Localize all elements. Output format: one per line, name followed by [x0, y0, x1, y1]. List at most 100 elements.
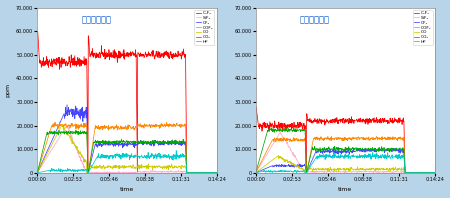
CO	[388, 168, 394, 170]
C₂F₆	[299, 122, 305, 125]
CO₂	[35, 171, 40, 174]
HF	[116, 155, 121, 157]
HF	[334, 155, 340, 158]
Y-axis label: ppm: ppm	[5, 83, 10, 97]
CO	[116, 167, 122, 170]
CO	[373, 169, 378, 172]
SiF₄	[253, 171, 258, 174]
SiF₄	[432, 171, 438, 174]
Line: SiF₄: SiF₄	[256, 132, 435, 173]
HF	[285, 170, 290, 172]
COF₂	[325, 135, 331, 138]
C₂F₆	[334, 121, 340, 123]
HF	[140, 156, 146, 158]
CF₄	[116, 142, 122, 144]
C₂F₆	[81, 60, 86, 62]
Line: COF₂: COF₂	[37, 122, 216, 173]
COF₂	[388, 138, 394, 140]
COF₂	[116, 127, 122, 129]
CF₄	[432, 171, 438, 174]
Line: CO: CO	[256, 156, 435, 173]
Line: C₂F₆: C₂F₆	[37, 31, 216, 173]
CF₄	[35, 171, 40, 174]
CO₂	[67, 132, 72, 134]
C₂F₆	[141, 54, 146, 57]
Text: 《最適化後》: 《最適化後》	[300, 16, 330, 25]
COF₂	[214, 171, 219, 174]
HF	[170, 156, 175, 158]
HF	[253, 171, 258, 174]
COF₂	[67, 124, 72, 127]
SiF₄	[67, 131, 72, 133]
COF₂	[285, 139, 290, 142]
COF₂	[81, 126, 86, 129]
CF₄	[170, 142, 176, 144]
CO₂	[285, 131, 290, 133]
Line: CO: CO	[37, 124, 216, 173]
C₂F₆	[253, 106, 258, 108]
C₂F₆	[304, 171, 309, 174]
C₂F₆	[214, 171, 219, 174]
CO₂	[155, 140, 160, 142]
SiF₄	[35, 171, 40, 174]
SiF₄	[334, 171, 340, 173]
SiF₄	[170, 171, 176, 173]
C₂F₆	[432, 171, 438, 174]
HF	[214, 171, 219, 174]
COF₂	[359, 137, 364, 139]
X-axis label: time: time	[338, 188, 352, 192]
Line: SiF₄: SiF₄	[37, 126, 216, 173]
CF₄	[81, 116, 86, 119]
COF₂	[141, 125, 146, 127]
HF	[388, 156, 394, 158]
Line: CF₄: CF₄	[37, 105, 216, 173]
CF₄	[141, 143, 146, 146]
SiF₄	[64, 124, 69, 127]
C₂F₆	[155, 53, 160, 55]
CO₂	[253, 171, 258, 174]
CO	[253, 171, 258, 174]
COF₂	[155, 124, 160, 126]
HF	[174, 149, 179, 152]
Line: CO₂: CO₂	[256, 128, 435, 173]
Line: HF: HF	[256, 152, 435, 173]
Line: CF₄: CF₄	[256, 148, 435, 173]
HF	[67, 168, 72, 170]
Legend: C₂F₆, SiF₄, CF₄, COF₂, CO, CO₂, HF: C₂F₆, SiF₄, CF₄, COF₂, CO, CO₂, HF	[194, 10, 215, 45]
CF₄	[214, 171, 219, 174]
CO	[141, 165, 146, 168]
CO₂	[334, 149, 340, 151]
C₂F₆	[67, 55, 72, 58]
CO	[334, 168, 340, 170]
C₂F₆	[285, 124, 290, 126]
CO	[35, 171, 40, 174]
COF₂	[170, 125, 176, 127]
SiF₄	[278, 130, 284, 133]
CO₂	[359, 149, 364, 151]
CO	[359, 168, 364, 170]
C₂F₆	[35, 30, 40, 32]
COF₂	[373, 138, 378, 140]
C₂F₆	[170, 57, 176, 60]
C₂F₆	[86, 171, 91, 174]
SiF₄	[81, 166, 86, 169]
Line: C₂F₆: C₂F₆	[256, 107, 435, 173]
CO	[81, 157, 86, 160]
CO₂	[432, 171, 438, 174]
COF₂	[253, 171, 258, 174]
CF₄	[67, 110, 72, 113]
CO₂	[388, 147, 394, 149]
COF₂	[35, 171, 40, 174]
HF	[81, 169, 86, 171]
HF	[370, 151, 375, 154]
C₂F₆	[116, 57, 122, 59]
HF	[299, 170, 305, 172]
CO	[276, 154, 281, 157]
HF	[35, 171, 40, 174]
CF₄	[299, 164, 305, 167]
CO₂	[170, 139, 176, 141]
CO	[299, 168, 305, 170]
CO₂	[116, 140, 122, 143]
HF	[359, 156, 364, 158]
Text: 《最適化前》: 《最適化前》	[81, 16, 112, 25]
